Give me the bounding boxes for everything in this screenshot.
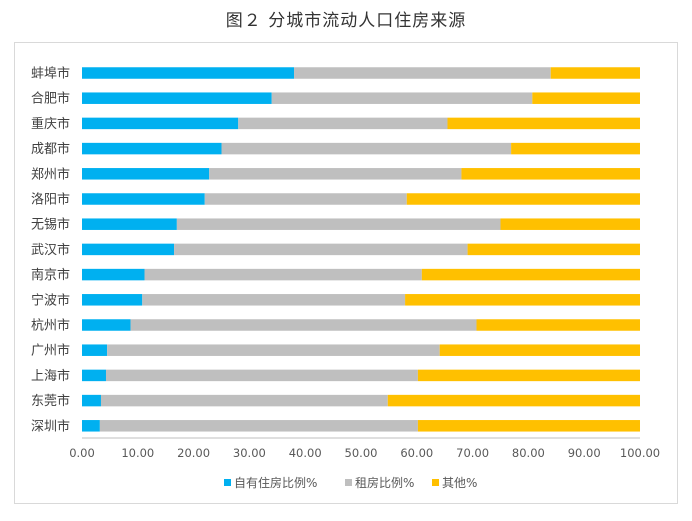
category-label: 成都市 <box>31 141 70 157</box>
bar-segment-3-row-7 <box>500 218 640 230</box>
legend: 自有住房比例% 租房比例% 其他% <box>224 475 477 490</box>
bar-segment-1-row-7 <box>82 218 177 230</box>
bar-segment-1-row-2 <box>82 92 272 104</box>
category-label: 杭州市 <box>31 318 70 334</box>
bar-segment-1-row-12 <box>82 344 108 356</box>
bar-segment-1-row-14 <box>82 394 101 407</box>
bar-segment-2-row-15 <box>99 420 418 432</box>
legend-swatch-1 <box>224 479 231 486</box>
bar-segment-3-row-11 <box>476 319 640 331</box>
category-label: 合肥市 <box>31 91 70 107</box>
category-label: 武汉市 <box>31 242 70 258</box>
x-tick-label: 10.00 <box>121 446 154 460</box>
legend-label-1: 自有住房比例% <box>234 475 317 490</box>
bar-segment-3-row-9 <box>421 268 640 281</box>
bar-segment-2-row-2 <box>271 92 533 104</box>
x-tick-label: 0.00 <box>69 446 95 460</box>
bar-segment-3-row-4 <box>511 142 640 155</box>
category-label: 宁波市 <box>31 292 70 308</box>
bar-segment-1-row-13 <box>82 369 106 382</box>
category-label: 东莞市 <box>31 393 70 409</box>
category-label: 上海市 <box>31 368 70 384</box>
legend-label-2: 租房比例% <box>355 475 414 490</box>
bar-segment-3-row-1 <box>550 67 640 79</box>
bar-segment-1-row-4 <box>82 142 222 155</box>
bar-segment-1-row-3 <box>82 117 239 130</box>
bar-segment-2-row-1 <box>294 67 551 79</box>
bar-segment-1-row-9 <box>82 268 145 281</box>
bar-segment-3-row-6 <box>406 193 640 205</box>
category-label: 无锡市 <box>31 217 70 233</box>
bar-segment-2-row-6 <box>204 193 407 205</box>
category-label: 洛阳市 <box>31 192 70 208</box>
bar-segment-2-row-5 <box>209 168 462 180</box>
x-tick-label: 90.00 <box>568 446 601 460</box>
category-label: 深圳市 <box>31 418 70 434</box>
legend-label-3: 其他% <box>442 476 477 490</box>
x-tick-label: 70.00 <box>456 446 489 460</box>
bar-segment-2-row-9 <box>144 268 422 281</box>
bar-segment-1-row-11 <box>82 319 131 331</box>
x-tick-label: 60.00 <box>400 446 433 460</box>
bar-segment-1-row-6 <box>82 193 205 205</box>
legend-swatch-3 <box>432 479 439 486</box>
bar-segment-1-row-10 <box>82 294 143 306</box>
category-label: 重庆市 <box>31 116 70 132</box>
bar-segment-3-row-2 <box>532 92 640 104</box>
category-label: 南京市 <box>31 267 70 283</box>
chart-frame <box>14 42 678 504</box>
bar-segment-2-row-14 <box>100 394 388 407</box>
bar-segment-1-row-8 <box>82 243 175 256</box>
x-tick-labels: 0.00 10.00 20.00 30.00 40.00 50.00 60.00 70.00 8… <box>69 446 660 460</box>
x-tick-label: 30.00 <box>233 446 266 460</box>
bar-segment-2-row-7 <box>176 218 501 230</box>
bar-segment-2-row-12 <box>107 344 440 356</box>
bar-segment-1-row-5 <box>82 168 210 180</box>
bar-segment-2-row-4 <box>221 142 512 155</box>
x-tick-label: 20.00 <box>177 446 210 460</box>
bar-segment-3-row-3 <box>447 117 640 130</box>
bar-segment-3-row-12 <box>439 344 640 356</box>
legend-swatch-2 <box>345 479 352 486</box>
bar-segment-3-row-13 <box>417 369 640 382</box>
chart-title: 图２ 分城市流动人口住房来源 <box>225 11 467 31</box>
bar-segment-3-row-14 <box>387 394 640 407</box>
bar-segment-3-row-8 <box>467 243 640 256</box>
x-tick-label: 100.00 <box>620 446 660 460</box>
category-label: 广州市 <box>31 343 70 359</box>
category-label: 蚌埠市 <box>31 66 70 82</box>
category-label: 郑州市 <box>31 166 70 182</box>
x-tick-label: 80.00 <box>512 446 545 460</box>
bar-segment-1-row-1 <box>82 67 295 79</box>
bar-segment-1-row-15 <box>82 420 100 432</box>
bar-segment-2-row-11 <box>130 319 477 331</box>
bar-segment-3-row-5 <box>461 168 640 180</box>
bar-segment-2-row-8 <box>174 243 468 256</box>
x-tick-label: 50.00 <box>345 446 378 460</box>
bar-segment-2-row-10 <box>142 294 406 306</box>
category-labels: 蚌埠市合肥市重庆市成都市郑州市洛阳市无锡市武汉市南京市宁波市杭州市广州市上海市东… <box>31 66 70 435</box>
x-tick-label: 40.00 <box>289 446 322 460</box>
bar-segment-3-row-15 <box>417 420 640 432</box>
bar-segment-2-row-3 <box>238 117 448 130</box>
bar-segment-3-row-10 <box>405 294 640 306</box>
bars-layer <box>82 67 640 432</box>
bar-segment-2-row-13 <box>105 369 418 382</box>
